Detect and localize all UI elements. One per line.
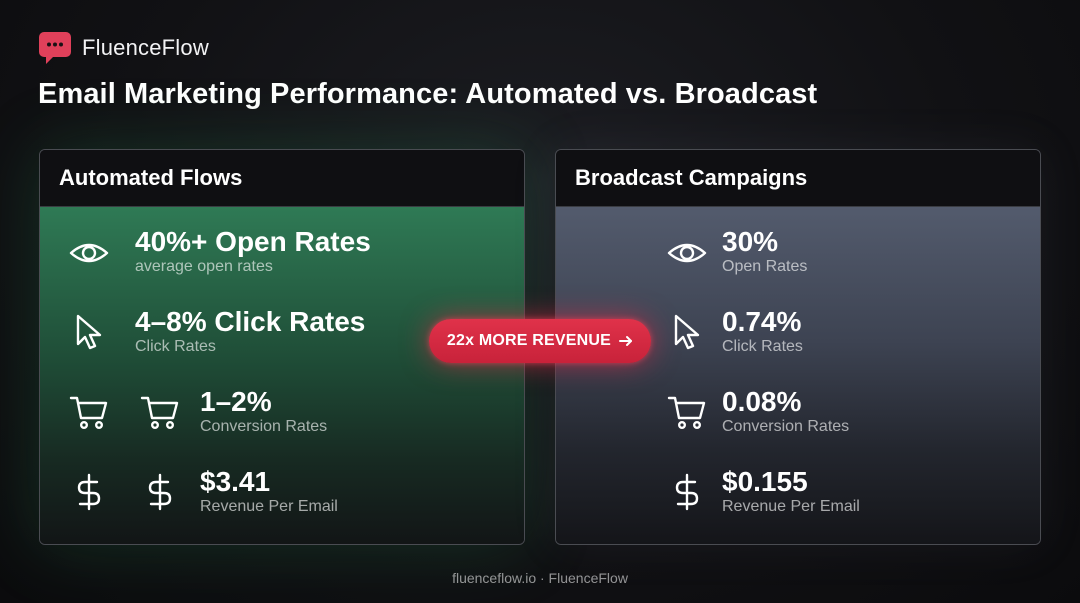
dollar-icon xyxy=(69,472,109,512)
metric-row-revenue: $0.155 Revenue Per Email xyxy=(556,466,1040,526)
card-header: Broadcast Campaigns xyxy=(556,150,1040,207)
dollar-icon xyxy=(140,472,180,512)
card-title: Automated Flows xyxy=(59,165,243,190)
metric-label: Revenue Per Email xyxy=(722,498,860,515)
metric-value: 0.08% xyxy=(722,386,802,417)
metric-label: Conversion Rates xyxy=(200,418,328,435)
metric-value: 4–8% Click Rates xyxy=(135,306,366,337)
revenue-comparison-badge: 22x MORE REVENUE xyxy=(429,319,651,363)
footer-credit: fluenceflow.io · FluenceFlow xyxy=(452,570,628,586)
arrow-right-icon xyxy=(619,336,633,346)
metric-value: 30% xyxy=(722,226,779,257)
page-title: Email Marketing Performance: Automated v… xyxy=(38,78,818,110)
metric-row-click: 4–8% Click Rates Click Rates xyxy=(40,306,524,366)
cart-icon xyxy=(667,392,707,432)
metric-value: $0.155 xyxy=(722,466,808,497)
metric-label: Revenue Per Email xyxy=(200,498,338,515)
brand: FluenceFlow xyxy=(38,30,209,66)
metric-label: Click Rates xyxy=(135,338,216,355)
metric-value: 0.74% xyxy=(722,306,802,337)
dollar-icon xyxy=(667,472,707,512)
card-title: Broadcast Campaigns xyxy=(575,165,808,190)
metric-value: 40%+ Open Rates xyxy=(135,226,371,257)
metric-row-conversion: 0.08% Conversion Rates xyxy=(556,386,1040,446)
metric-label: Open Rates xyxy=(722,258,808,275)
eye-icon xyxy=(667,233,707,273)
card-body: 30% Open Rates 0.74% Click Rates xyxy=(556,207,1040,544)
automated-flows-card: Automated Flows 40%+ Open Rates average … xyxy=(39,149,525,545)
brand-name: FluenceFlow xyxy=(82,35,209,60)
cursor-icon xyxy=(667,312,707,352)
metric-label: Click Rates xyxy=(722,338,803,355)
metric-label: average open rates xyxy=(135,258,273,275)
broadcast-campaigns-card: Broadcast Campaigns 30% Open Rates 0.74% xyxy=(555,149,1041,545)
cart-icon xyxy=(69,392,109,432)
cart-icon xyxy=(140,392,180,432)
metric-row-conversion: 1–2% Conversion Rates xyxy=(40,386,524,446)
metric-value: $3.41 xyxy=(200,466,271,497)
cursor-icon xyxy=(69,312,109,352)
metric-row-revenue: $3.41 Revenue Per Email xyxy=(40,466,524,526)
metric-label: Conversion Rates xyxy=(722,418,850,435)
metric-value: 1–2% xyxy=(200,386,272,417)
chat-bubble-icon xyxy=(39,32,71,64)
metric-row-open: 40%+ Open Rates average open rates xyxy=(40,226,524,286)
eye-icon xyxy=(69,233,109,273)
metric-row-click: 0.74% Click Rates xyxy=(556,306,1040,366)
metric-row-open: 30% Open Rates xyxy=(556,226,1040,286)
card-body: 40%+ Open Rates average open rates 4–8% … xyxy=(40,207,524,544)
badge-text: 22x MORE REVENUE xyxy=(446,332,612,349)
card-header: Automated Flows xyxy=(40,150,524,207)
